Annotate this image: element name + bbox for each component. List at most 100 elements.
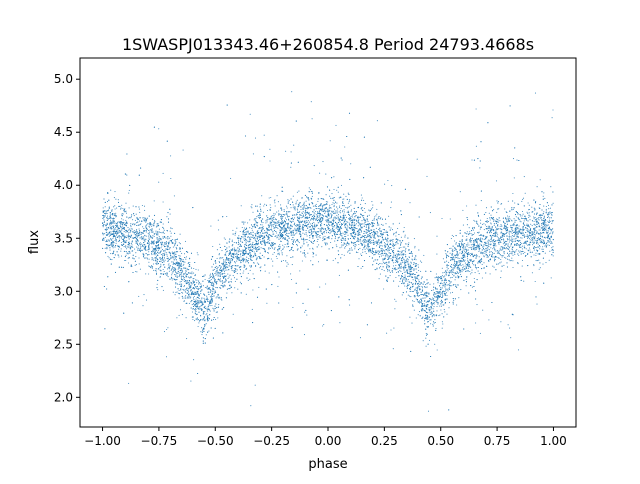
- data-point: [286, 205, 288, 207]
- data-point: [396, 268, 398, 270]
- data-point: [280, 250, 282, 252]
- data-point: [545, 208, 547, 210]
- data-point: [511, 227, 513, 229]
- data-point: [304, 209, 306, 211]
- data-point: [250, 206, 252, 208]
- data-point: [498, 243, 500, 245]
- data-point: [493, 266, 495, 268]
- data-point: [545, 262, 547, 264]
- data-point: [326, 237, 328, 239]
- data-point: [503, 235, 505, 237]
- data-point: [237, 259, 239, 261]
- data-point: [416, 158, 418, 160]
- data-point: [346, 230, 348, 232]
- data-point: [251, 308, 253, 310]
- data-point: [118, 246, 121, 248]
- data-point: [207, 310, 209, 312]
- data-point: [508, 246, 510, 248]
- data-point: [541, 250, 543, 252]
- data-point: [507, 221, 509, 223]
- data-point: [350, 163, 352, 165]
- data-point: [482, 253, 484, 255]
- data-point: [170, 235, 172, 237]
- data-point: [436, 310, 438, 312]
- data-point: [533, 216, 535, 218]
- data-point: [179, 250, 181, 252]
- data-point: [540, 223, 543, 225]
- data-point: [231, 248, 234, 250]
- data-point: [348, 222, 350, 224]
- data-point: [162, 268, 164, 271]
- data-point: [127, 246, 130, 248]
- data-point: [383, 270, 385, 272]
- data-point: [113, 213, 115, 215]
- data-point: [162, 289, 164, 291]
- data-point: [441, 267, 443, 269]
- data-point: [522, 217, 524, 220]
- data-point: [511, 237, 513, 239]
- data-point: [534, 234, 537, 236]
- data-point: [475, 268, 477, 270]
- data-point: [264, 229, 266, 232]
- data-point: [521, 229, 523, 231]
- data-point: [216, 283, 218, 285]
- data-point: [262, 211, 264, 213]
- data-point: [400, 270, 402, 272]
- data-point: [500, 223, 502, 226]
- data-point: [359, 232, 361, 234]
- data-point: [483, 244, 485, 246]
- data-point: [202, 329, 204, 332]
- data-point: [318, 222, 320, 224]
- data-point: [366, 218, 368, 220]
- data-point: [432, 299, 434, 301]
- data-point: [430, 309, 432, 311]
- data-point: [531, 251, 534, 253]
- data-point: [480, 200, 482, 202]
- data-point: [115, 239, 117, 241]
- data-point: [430, 299, 432, 301]
- data-point: [420, 270, 422, 272]
- data-point: [143, 239, 145, 241]
- data-point: [406, 273, 409, 275]
- data-point: [338, 236, 340, 238]
- data-point: [530, 223, 532, 225]
- data-point: [453, 299, 455, 301]
- data-point: [284, 217, 287, 219]
- data-point: [495, 180, 498, 182]
- data-point: [174, 240, 176, 242]
- data-point: [155, 252, 157, 255]
- data-point: [538, 229, 540, 231]
- data-point: [394, 298, 396, 300]
- data-point: [308, 187, 310, 189]
- data-point: [486, 256, 488, 258]
- data-point: [183, 289, 185, 291]
- data-point: [168, 270, 170, 272]
- data-point: [110, 223, 112, 225]
- data-point: [175, 246, 177, 248]
- data-point: [345, 227, 347, 229]
- data-point: [333, 206, 335, 208]
- data-point: [126, 235, 128, 237]
- data-point: [167, 268, 169, 270]
- data-point: [280, 204, 282, 206]
- data-point: [247, 240, 249, 242]
- data-point: [259, 252, 261, 254]
- data-point: [179, 259, 181, 261]
- data-point: [391, 244, 394, 246]
- data-point: [481, 223, 484, 225]
- data-point: [529, 235, 531, 237]
- data-point: [470, 239, 473, 242]
- data-point: [283, 219, 286, 221]
- data-point: [489, 219, 491, 221]
- data-point: [290, 224, 292, 226]
- data-point: [175, 275, 177, 277]
- data-point: [152, 218, 154, 220]
- data-point: [299, 225, 302, 227]
- data-point: [172, 291, 174, 293]
- data-point: [191, 271, 193, 273]
- data-point: [281, 254, 283, 256]
- data-point: [399, 258, 401, 260]
- data-point: [436, 292, 438, 294]
- data-point: [354, 236, 357, 238]
- data-point: [196, 279, 198, 281]
